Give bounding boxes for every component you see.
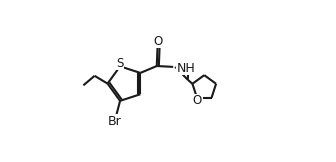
Text: S: S bbox=[116, 57, 124, 70]
Text: NH: NH bbox=[177, 62, 196, 75]
Text: Br: Br bbox=[108, 115, 122, 127]
Text: O: O bbox=[153, 35, 162, 48]
Text: O: O bbox=[193, 94, 202, 107]
